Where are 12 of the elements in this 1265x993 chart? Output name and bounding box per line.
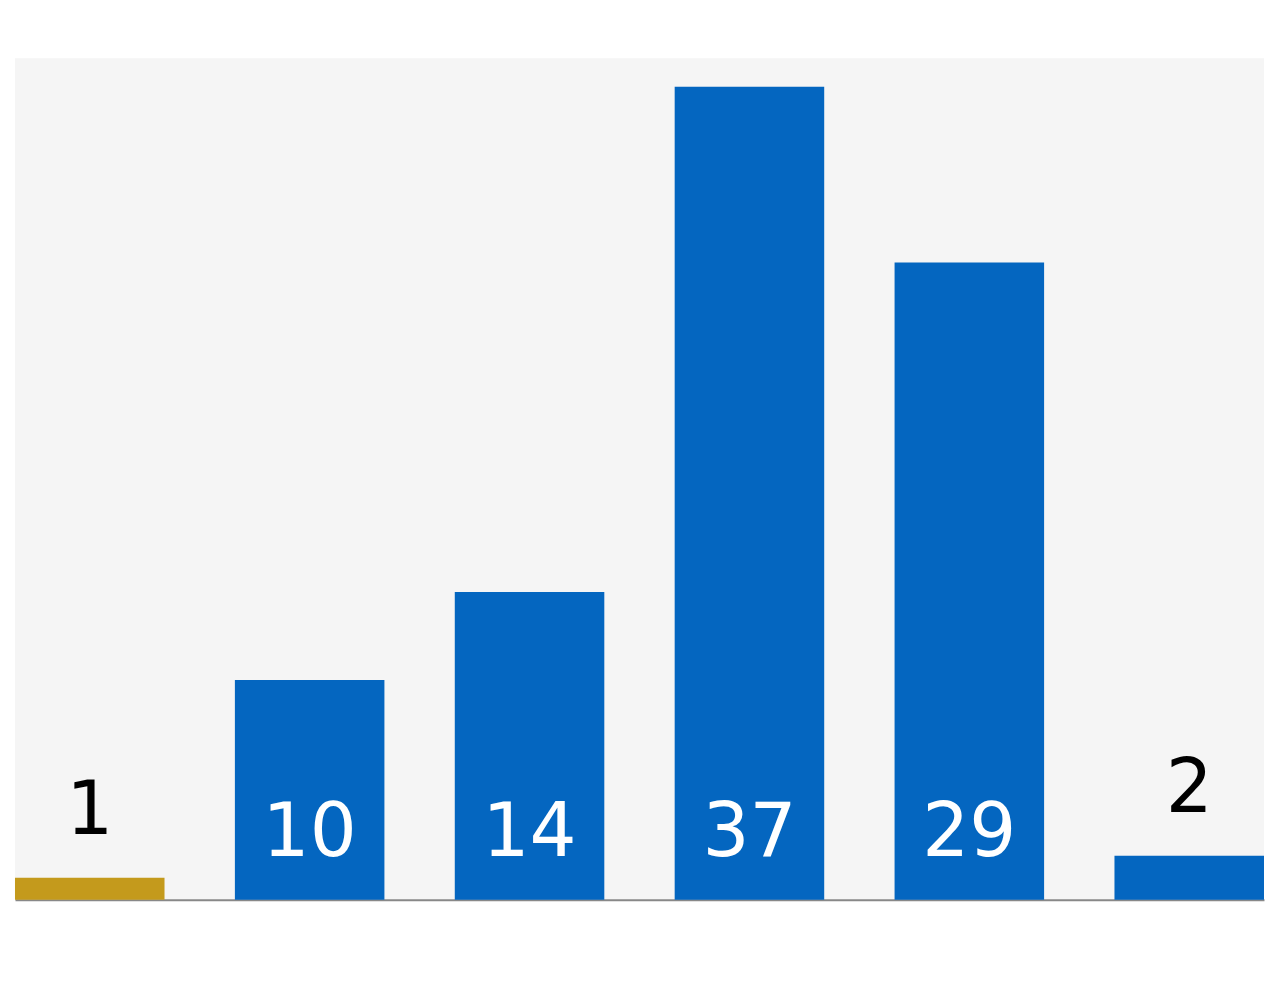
- data-label: 10: [262, 786, 357, 873]
- bar: [454, 592, 605, 900]
- data-label: 29: [922, 786, 1017, 873]
- bar: [894, 262, 1045, 900]
- bar: [234, 679, 385, 900]
- data-label: 14: [482, 786, 577, 873]
- bar: [14, 877, 165, 900]
- bar: [674, 86, 825, 900]
- data-label: 37: [702, 786, 797, 873]
- data-label: 2: [1165, 742, 1213, 829]
- bar: [1114, 855, 1264, 900]
- data-label: 1: [66, 764, 114, 851]
